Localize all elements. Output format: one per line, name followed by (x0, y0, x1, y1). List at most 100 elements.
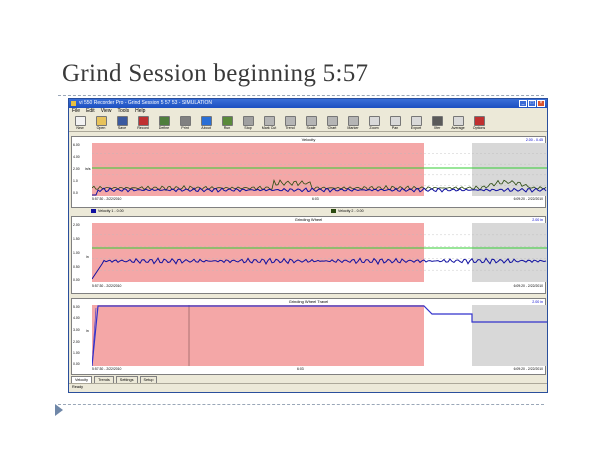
toolbar-button[interactable]: Print (177, 115, 193, 131)
y-tick: 6.00 (73, 143, 80, 147)
folder-open-icon (95, 116, 107, 126)
legend-item-2: Velocity 2 - 0.00 (338, 209, 364, 213)
close-button[interactable]: × (537, 100, 545, 107)
toolbar-button-label: New (76, 126, 84, 130)
window-title: vi 550 Recorder Pro - Grind Session 5 57… (79, 100, 213, 106)
y-tick: 2.00 (73, 167, 80, 171)
toolbar-button[interactable]: Run (219, 115, 235, 131)
slide-title: Grind Session beginning 5:57 (62, 60, 369, 87)
save-disk-icon (116, 116, 128, 126)
event-band (92, 223, 424, 282)
chart-title: Grinding Wheel (294, 217, 323, 222)
recorder-window: vi 550 Recorder Pro - Grind Session 5 57… (68, 98, 548, 393)
record-icon (137, 116, 149, 126)
event-band (92, 305, 424, 366)
toolbar-button[interactable]: Open (93, 115, 109, 131)
y-tick: 0.0 (73, 191, 78, 195)
velocity-plot[interactable] (92, 143, 547, 196)
toolbar-button-label: Pan (391, 126, 399, 130)
menu-bar: File Edit View Tools Help (69, 108, 547, 115)
y-tick: 1.00 (73, 251, 80, 255)
legend-swatch-1 (91, 209, 96, 213)
bullet-arrow-icon (55, 404, 63, 416)
toolbar-button[interactable]: About (198, 115, 214, 131)
transfer-icon (431, 116, 443, 126)
y-tick: 1.50 (73, 237, 80, 241)
bottom-divider (58, 404, 544, 405)
about-icon (200, 116, 212, 126)
chart-title: Velocity (301, 137, 316, 142)
toolbar-button[interactable]: Trend (282, 115, 298, 131)
wheel-travel-plot[interactable] (92, 305, 547, 366)
menu-view[interactable]: View (100, 108, 112, 114)
x-mid-stamp: 6:03 (297, 367, 304, 371)
y-axis-label: in (86, 329, 89, 333)
toolbar-button-label: Marker (347, 126, 359, 130)
toolbar-button[interactable]: Average (450, 115, 466, 131)
y-tick: 4.00 (73, 155, 80, 159)
toolbar-button-label: Zoom (369, 126, 379, 130)
toolbar-button-label: About (201, 126, 211, 130)
y-tick: 2.00 (73, 340, 80, 344)
define-icon (158, 116, 170, 126)
wheel-travel-chart: Grinding Wheel Travel 2.00 in 5.00 4.00 … (71, 298, 547, 375)
toolbar-button[interactable]: Chart (324, 115, 340, 131)
toolbar-button-label: Run (223, 126, 231, 130)
wheel-travel-plot-svg (92, 305, 547, 366)
toolbar-button-label: Export (410, 126, 422, 130)
shaded-band (472, 305, 547, 366)
toolbar-button[interactable]: Stop (240, 115, 256, 131)
new-file-icon (74, 116, 86, 126)
toolbar-button[interactable]: Export (408, 115, 424, 131)
series-velocity-2 (92, 179, 547, 192)
y-tick: 1.00 (73, 351, 80, 355)
y-axis-label: in (86, 255, 89, 259)
toolbar-button[interactable]: Marker (345, 115, 361, 131)
chart-readout: 2.00 - 0.45 (525, 138, 543, 142)
chart-readout: 2.00 in (532, 218, 543, 222)
toolbar-button[interactable]: Mark Cut (261, 115, 277, 131)
maximize-button[interactable]: □ (528, 100, 536, 107)
toolbar-button-label: Print (181, 126, 189, 130)
toolbar-button[interactable]: Define (156, 115, 172, 131)
trend-icon (284, 116, 296, 126)
y-tick: 1.0 (73, 179, 78, 183)
shaded-band (472, 223, 547, 282)
stop-icon (242, 116, 254, 126)
toolbar-button[interactable]: Xfer (429, 115, 445, 131)
minimize-button[interactable]: _ (519, 100, 527, 107)
series-wheel-travel (92, 305, 547, 366)
velocity-plot-svg (92, 143, 547, 196)
toolbar-button[interactable]: New (72, 115, 88, 131)
legend-item-1: Velocity 1 - 0.00 (98, 209, 124, 213)
series-grinding-wheel (92, 257, 547, 280)
window-titlebar[interactable]: vi 550 Recorder Pro - Grind Session 5 57… (69, 99, 547, 108)
pan-icon (389, 116, 401, 126)
menu-help[interactable]: Help (135, 108, 146, 114)
menu-tools[interactable]: Tools (117, 108, 130, 114)
toolbar-button[interactable]: Record (135, 115, 151, 131)
chart-icon (326, 116, 338, 126)
grinding-wheel-plot[interactable] (92, 223, 547, 282)
toolbar-button[interactable]: Pan (387, 115, 403, 131)
toolbar-button[interactable]: Zoom (366, 115, 382, 131)
toolbar-button[interactable]: Options (471, 115, 487, 131)
options-icon (473, 116, 485, 126)
toolbar-button-label: Xfer (433, 126, 441, 130)
mark-cut-icon (263, 116, 275, 126)
menu-edit[interactable]: Edit (86, 108, 95, 114)
toolbar-button[interactable]: Scale (303, 115, 319, 131)
toolbar: New Open Save Record Define Print About Run Stop… (69, 115, 547, 132)
toolbar-button-label: Open (96, 126, 106, 130)
x-end-stamp: 6:09:20 - 2/22/2010 (513, 197, 543, 201)
export-icon (410, 116, 422, 126)
chart-readout: 2.00 in (532, 300, 543, 304)
toolbar-button-label: Define (158, 126, 170, 130)
x-end-stamp: 6:09:20 - 2/22/2010 (513, 367, 543, 371)
menu-file[interactable]: File (72, 108, 81, 114)
status-bar: Ready (69, 383, 547, 392)
series-velocity-1 (92, 187, 547, 196)
toolbar-button[interactable]: Save (114, 115, 130, 131)
y-tick: 0.50 (73, 265, 80, 269)
chart-title: Grinding Wheel Travel (288, 299, 329, 304)
